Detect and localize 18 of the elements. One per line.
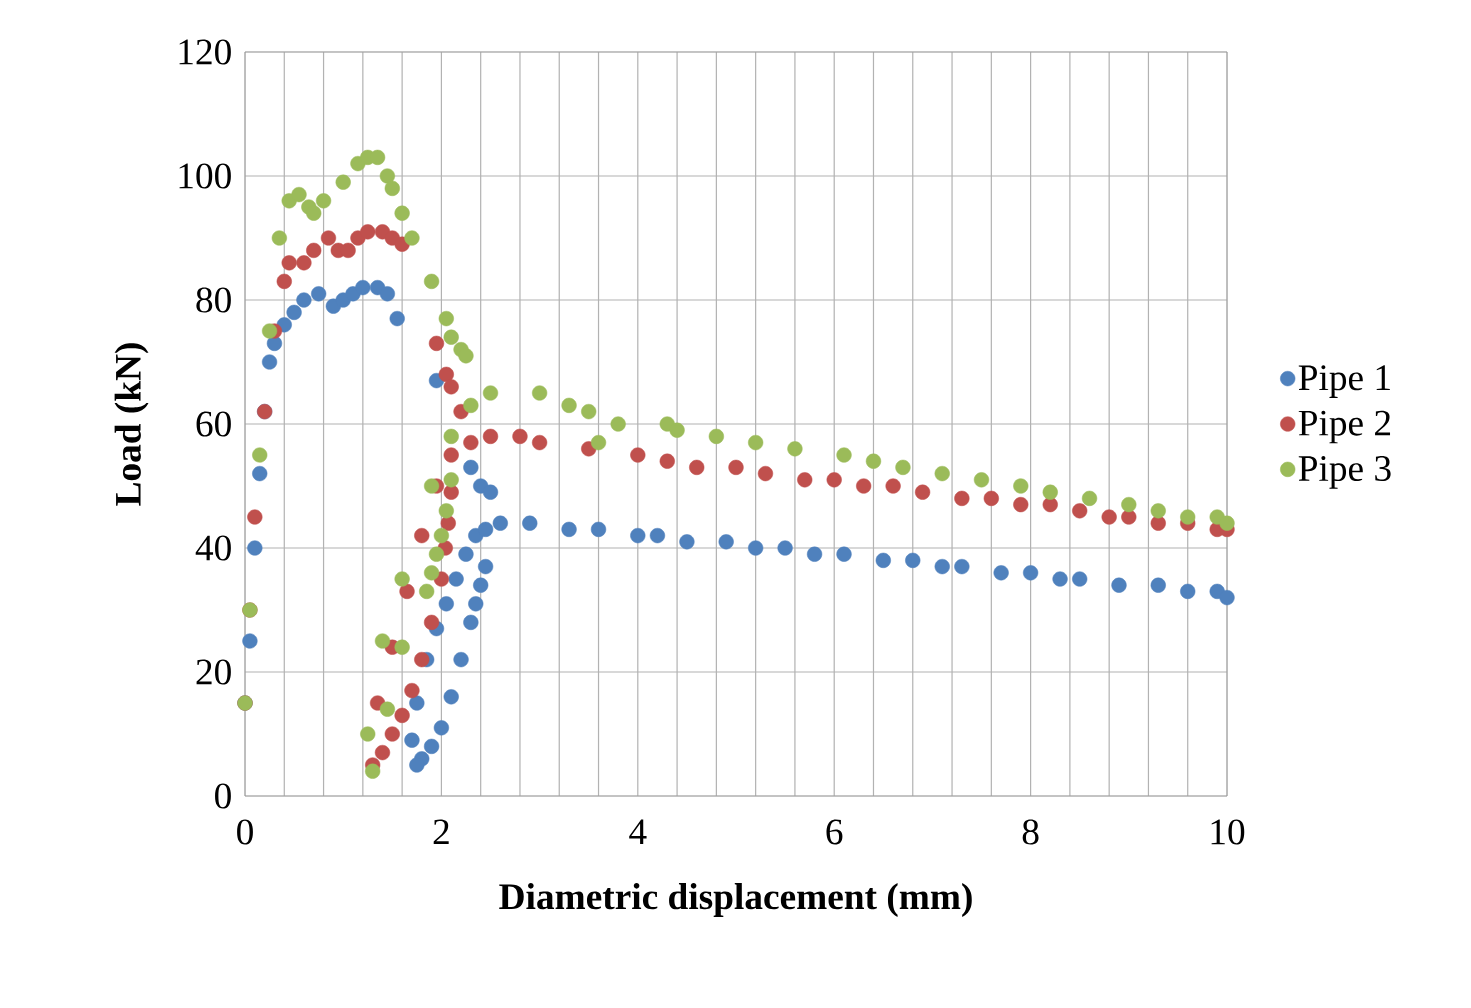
x-tick-label: 8 bbox=[1022, 819, 1039, 845]
legend-label: Pipe 2 bbox=[1298, 410, 1391, 444]
x-tick-label: 6 bbox=[826, 819, 843, 845]
y-tick-label: 80 bbox=[196, 287, 231, 313]
legend-label: Pipe 3 bbox=[1298, 456, 1391, 489]
y-tick-label: 40 bbox=[195, 535, 231, 561]
y-tick-label: 60 bbox=[196, 411, 231, 437]
x-tick-label: 10 bbox=[1211, 819, 1245, 845]
legend-label: Pipe 1 bbox=[1298, 365, 1390, 398]
y-tick-label: 20 bbox=[196, 659, 231, 685]
y-tick-label: 100 bbox=[179, 163, 231, 189]
x-tick-label: 2 bbox=[433, 819, 449, 845]
y-tick-label: 120 bbox=[179, 39, 231, 65]
x-tick-label: 0 bbox=[237, 819, 253, 845]
x-axis-title: Diametric displacement (mm) bbox=[499, 883, 972, 917]
y-axis-title: Load (kN) bbox=[114, 343, 149, 506]
x-tick-label: 4 bbox=[629, 819, 647, 844]
y-tick-label: 0 bbox=[215, 783, 231, 809]
